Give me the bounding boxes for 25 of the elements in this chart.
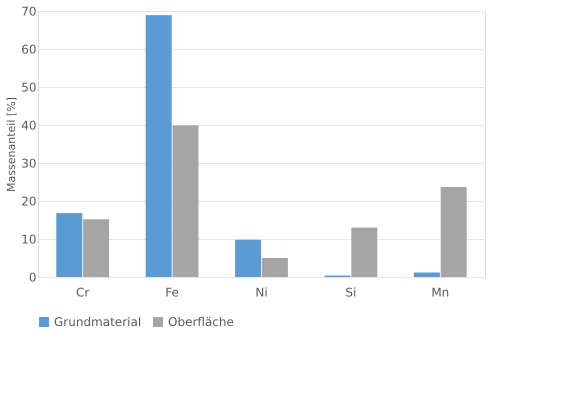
y-tick-label: 50	[21, 80, 36, 94]
y-tick-label: 70	[21, 4, 36, 18]
bar	[351, 228, 378, 277]
y-tick-label: 20	[21, 194, 36, 208]
x-tick-label: Si	[345, 286, 356, 300]
bar	[172, 125, 199, 277]
x-tick-label: Ni	[255, 286, 268, 300]
x-tick-label: Mn	[431, 286, 450, 300]
legend-label: Oberfläche	[168, 315, 234, 329]
bar	[440, 186, 467, 277]
x-tick-label: Cr	[76, 286, 90, 300]
bar	[83, 219, 110, 277]
bar	[56, 213, 82, 277]
y-tick-label: 30	[21, 156, 36, 170]
legend-label: Grundmaterial	[54, 315, 142, 329]
bar	[414, 272, 440, 277]
bar	[262, 258, 288, 277]
y-tick-label: 60	[21, 42, 36, 56]
x-tick-label: Fe	[165, 286, 179, 300]
y-axis-title: Massenanteil [%]	[5, 97, 18, 192]
y-tick-label: 40	[21, 118, 36, 132]
y-tick-label: 10	[21, 232, 36, 246]
y-tick-label: 0	[28, 270, 36, 284]
bar	[146, 15, 172, 277]
bar	[235, 240, 262, 277]
